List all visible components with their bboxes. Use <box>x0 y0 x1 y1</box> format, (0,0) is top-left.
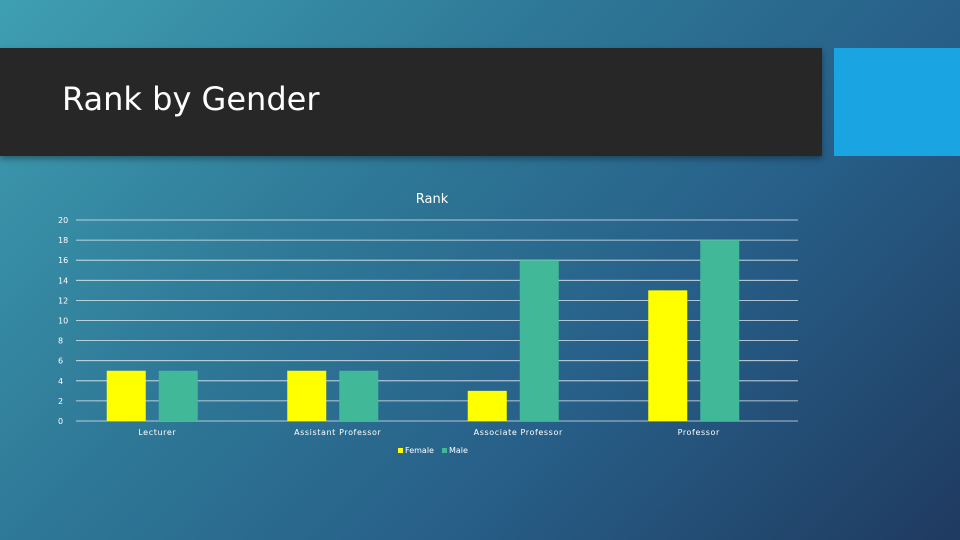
legend-label-female: Female <box>405 446 434 455</box>
y-tick-label-14: 14 <box>58 276 68 285</box>
x-tick-label-assistant-professor: Assistant Professor <box>294 428 381 437</box>
y-tick-label-10: 10 <box>58 317 68 326</box>
title-band <box>0 48 822 156</box>
bar-female-associate-professor <box>467 390 507 421</box>
y-tick-label-4: 4 <box>58 377 63 386</box>
bar-male-lecturer <box>158 370 198 421</box>
bar-female-lecturer <box>106 370 146 421</box>
y-tick-label-6: 6 <box>58 357 63 366</box>
y-tick-label-0: 0 <box>58 417 63 426</box>
legend-item-male: Male <box>441 446 468 455</box>
y-tick-label-8: 8 <box>58 337 63 346</box>
bar-male-associate-professor <box>519 260 559 421</box>
slide-title: Rank by Gender <box>62 80 320 118</box>
chart-legend: Female Male <box>0 446 866 455</box>
x-tick-label-associate-professor: Associate Professor <box>474 428 563 437</box>
bar-female-professor <box>648 290 688 421</box>
y-tick-label-12: 12 <box>58 296 68 305</box>
x-tick-label-professor: Professor <box>678 428 720 437</box>
chart-title: Rank <box>416 192 449 207</box>
legend-item-female: Female <box>398 446 434 455</box>
accent-block <box>834 48 960 156</box>
y-tick-label-16: 16 <box>58 256 68 265</box>
legend-label-male: Male <box>448 446 468 455</box>
y-tick-label-20: 20 <box>58 216 68 225</box>
bar-male-professor <box>700 240 740 421</box>
legend-swatch-male <box>441 448 447 453</box>
bar-male-assistant-professor <box>339 370 379 421</box>
y-tick-label-18: 18 <box>58 236 68 245</box>
legend-swatch-female <box>398 448 404 453</box>
x-tick-label-lecturer: Lecturer <box>138 428 176 437</box>
bar-female-assistant-professor <box>287 370 327 421</box>
y-tick-label-2: 2 <box>58 397 63 406</box>
